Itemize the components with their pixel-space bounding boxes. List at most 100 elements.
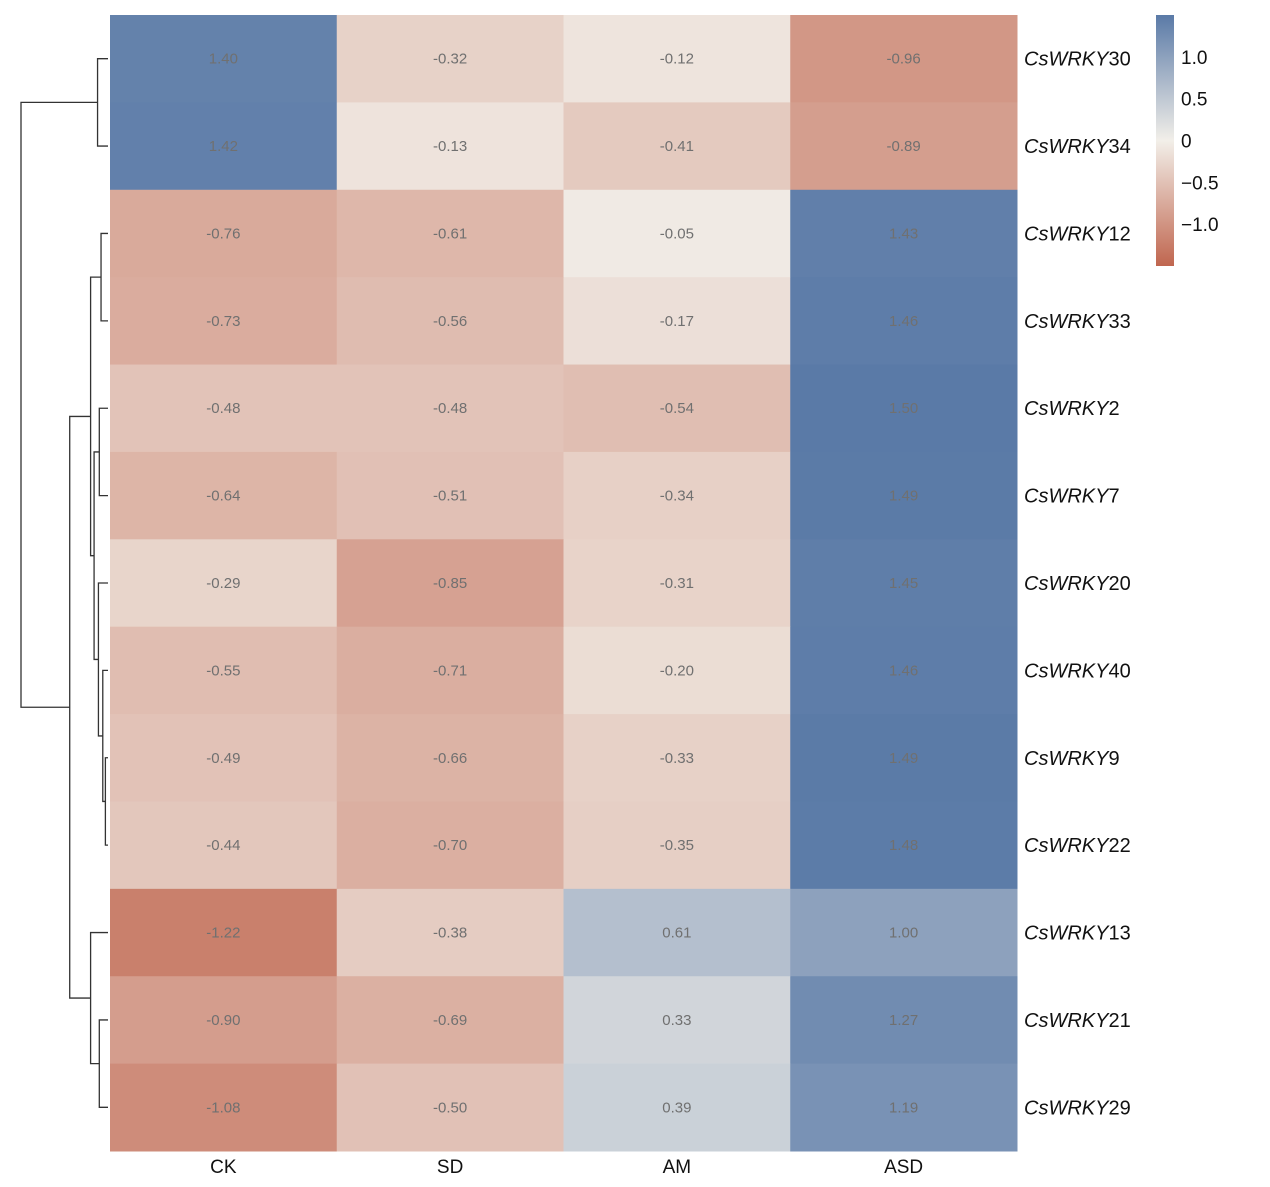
cell-value-label: 1.45 <box>889 575 918 592</box>
heatmap-cell <box>110 801 338 890</box>
column-label: SD <box>437 1157 463 1178</box>
dendrogram-link <box>104 757 108 846</box>
cell-value-label: 1.48 <box>889 837 918 854</box>
dendrogram-link <box>98 1019 108 1108</box>
cell-value-label: -0.05 <box>660 225 694 242</box>
heatmap-cell <box>790 539 1018 628</box>
heatmap-cell <box>790 888 1018 977</box>
colorbar-tick-label: 1.0 <box>1181 48 1207 69</box>
heatmap-cell <box>790 714 1018 802</box>
cell-value-label: -0.55 <box>206 662 240 679</box>
dendrogram-link <box>98 407 108 497</box>
cell-value-label: -0.61 <box>433 225 467 242</box>
heatmap-cell <box>336 714 564 802</box>
heatmap-cell <box>336 102 564 191</box>
heatmap-cell <box>336 364 564 453</box>
heatmap-cell <box>110 451 338 540</box>
heatmap-cell <box>563 801 791 890</box>
cell-value-label: -0.96 <box>887 51 921 68</box>
row-labels: CsWRKY30 CsWRKY34 CsWRKY12 CsWRKY33 CsWRKY2 C… <box>1024 49 1131 1120</box>
heatmap-cell <box>336 888 564 977</box>
row-label: CsWRKY30 <box>1024 49 1131 71</box>
cell-value-label: -1.08 <box>206 1099 240 1116</box>
row-dendrogram <box>20 58 108 1108</box>
cell-value-label: -0.69 <box>433 1012 467 1029</box>
cell-value-label: 0.33 <box>662 1012 691 1029</box>
row-label: CsWRKY22 <box>1024 835 1131 857</box>
dendrogram-link <box>100 232 108 322</box>
cell-value-label: 1.00 <box>889 925 918 942</box>
cell-value-label: -0.76 <box>206 225 240 242</box>
heatmap-cell <box>563 1063 791 1152</box>
heatmap-cell <box>110 626 338 715</box>
heatmap-cell <box>563 102 791 191</box>
row-label: CsWRKY20 <box>1024 573 1131 595</box>
cell-value-label: -0.17 <box>660 313 694 330</box>
row-label: CsWRKY33 <box>1024 311 1131 333</box>
cell-value-label: -0.85 <box>433 575 467 592</box>
cell-value-label: -0.20 <box>660 662 694 679</box>
heatmap-cell <box>336 1063 564 1152</box>
heatmap-cell <box>336 15 564 103</box>
heatmap-cell <box>336 539 564 628</box>
cell-value-label: -0.38 <box>433 925 467 942</box>
cell-value-label: -0.31 <box>660 575 694 592</box>
heatmap-cell <box>563 976 791 1065</box>
heatmap-cell <box>790 451 1018 540</box>
column-label: CK <box>210 1157 237 1178</box>
dendrogram-link <box>20 101 98 708</box>
cell-value-label: -0.90 <box>206 1012 240 1029</box>
column-labels: CK SD AM ASD <box>210 1157 923 1178</box>
cell-value-label: -0.70 <box>433 837 467 854</box>
cell-value-label: 1.40 <box>209 51 238 68</box>
heatmap-cell <box>790 364 1018 453</box>
row-label: CsWRKY7 <box>1024 486 1120 508</box>
row-label: CsWRKY21 <box>1024 1010 1131 1032</box>
heatmap-cell <box>110 714 338 802</box>
row-label: CsWRKY40 <box>1024 660 1131 682</box>
cell-value-label: -0.13 <box>433 138 467 155</box>
dendrogram-link <box>69 415 91 999</box>
heatmap-cell <box>563 189 791 278</box>
heatmap-cell <box>336 626 564 715</box>
cell-value-label: 1.49 <box>889 750 918 767</box>
heatmap-cell <box>110 364 338 453</box>
cell-value-label: 1.49 <box>889 488 918 505</box>
heatmap-cell <box>790 189 1018 278</box>
heatmap-cell <box>336 801 564 890</box>
heatmap-cell <box>563 277 791 366</box>
cell-value-label: 1.46 <box>889 313 918 330</box>
heatmap-cell <box>563 539 791 628</box>
heatmap-cell <box>790 1063 1018 1152</box>
colorbar-gradient <box>1156 15 1174 266</box>
row-label: CsWRKY12 <box>1024 223 1131 245</box>
cell-value-label: -0.34 <box>660 488 694 505</box>
cell-value-label: -0.56 <box>433 313 467 330</box>
cell-value-label: 1.27 <box>889 1012 918 1029</box>
cell-value-label: -0.73 <box>206 313 240 330</box>
row-label: CsWRKY29 <box>1024 1097 1131 1119</box>
cell-value-label: -0.12 <box>660 51 694 68</box>
heatmap-cell <box>110 888 338 977</box>
heatmap-cell <box>336 976 564 1065</box>
heatmap-cell <box>790 976 1018 1065</box>
cell-value-label: 1.43 <box>889 225 918 242</box>
row-label: CsWRKY13 <box>1024 923 1131 945</box>
cell-value-label: 0.61 <box>662 925 691 942</box>
heatmap-cell <box>336 277 564 366</box>
heatmap-cell <box>563 888 791 977</box>
cell-value-label: -0.50 <box>433 1099 467 1116</box>
cell-value-label: -0.41 <box>660 138 694 155</box>
cell-value-label: -0.48 <box>433 400 467 417</box>
cell-value-label: 1.42 <box>209 138 238 155</box>
cell-value-label: 1.50 <box>889 400 918 417</box>
cell-value-label: -0.44 <box>206 837 240 854</box>
heatmap-cell <box>110 539 338 628</box>
cell-value-label: 1.46 <box>889 662 918 679</box>
cell-value-label: -1.22 <box>206 925 240 942</box>
row-label: CsWRKY9 <box>1024 748 1120 770</box>
heatmap-cell <box>790 15 1018 103</box>
cell-value-label: -0.29 <box>206 575 240 592</box>
colorbar-tick-label: −0.5 <box>1181 173 1219 194</box>
